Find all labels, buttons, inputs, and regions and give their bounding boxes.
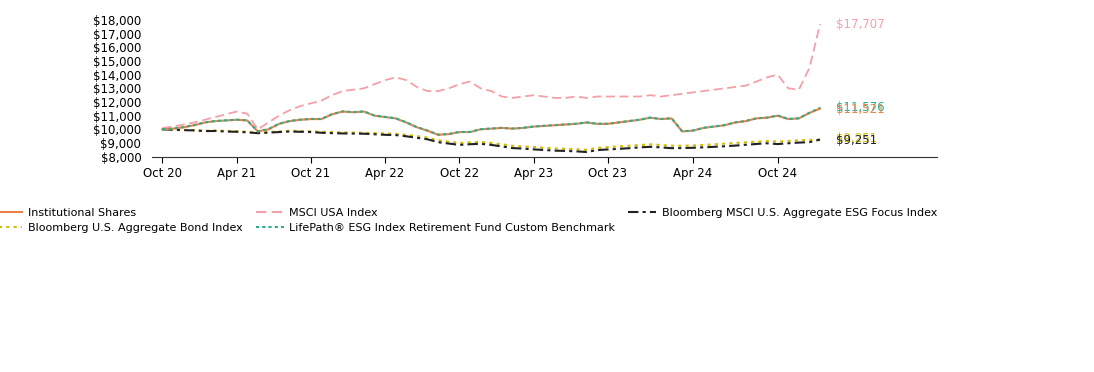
Text: $11,576: $11,576	[836, 100, 885, 113]
Legend: Institutional Shares, Bloomberg U.S. Aggregate Bond Index, MSCI USA Index, LifeP: Institutional Shares, Bloomberg U.S. Agg…	[0, 203, 942, 238]
Text: $9,251: $9,251	[836, 132, 877, 145]
Text: $9,251: $9,251	[836, 134, 877, 147]
Text: $11,521: $11,521	[836, 103, 885, 116]
Text: $17,707: $17,707	[836, 17, 885, 31]
